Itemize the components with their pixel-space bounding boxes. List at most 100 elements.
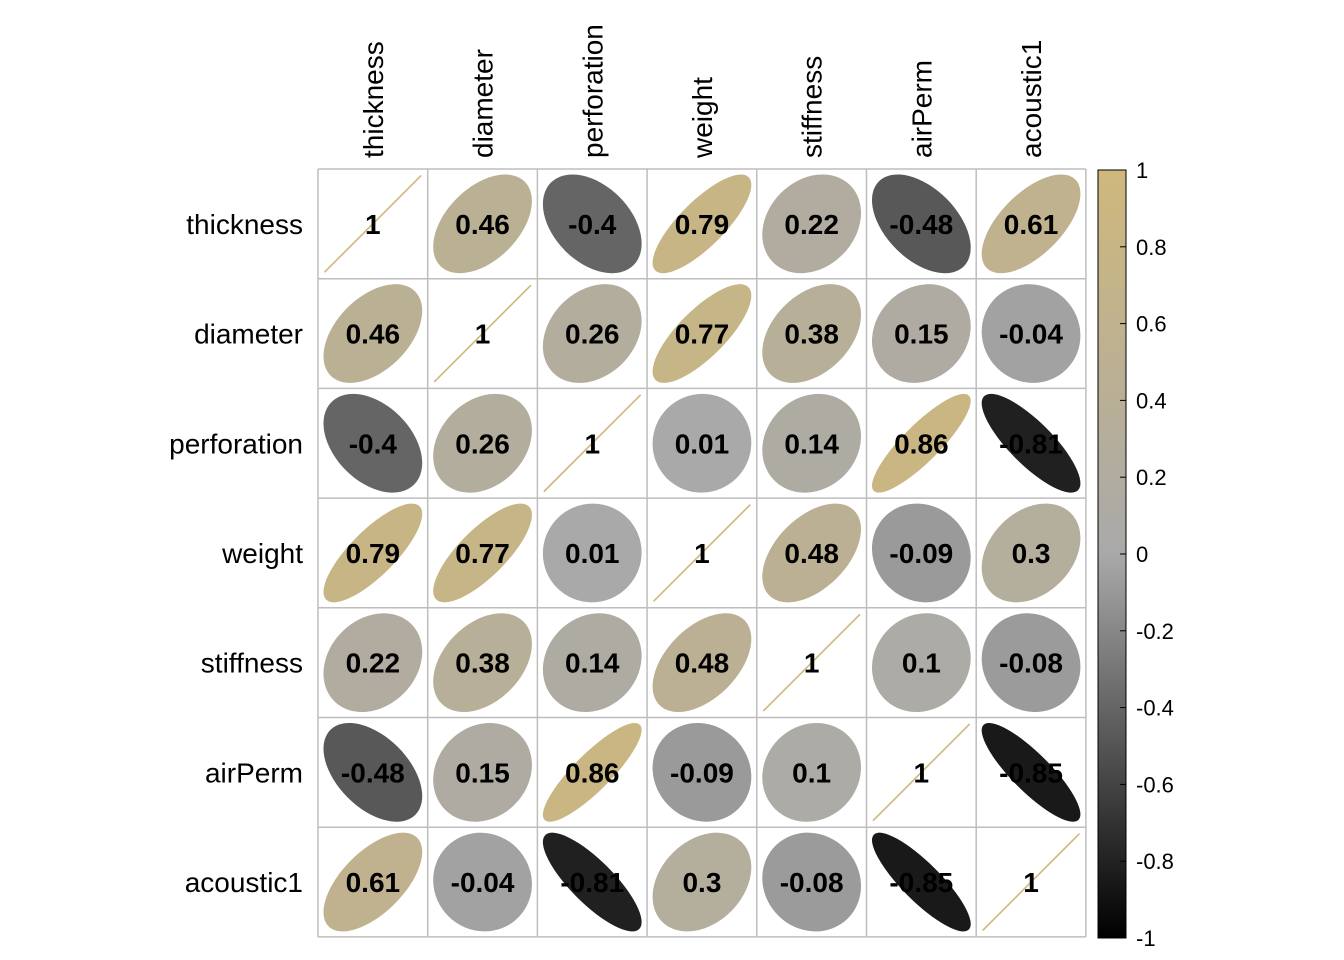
row-label-thickness: thickness (186, 209, 303, 240)
coef-label-0-0: 1 (365, 209, 381, 240)
cell-mark-0-0 (323, 174, 422, 273)
coef-label-3-6: 0.3 (1012, 538, 1051, 569)
cell-ellipse-2-5 (871, 393, 971, 493)
cell-ellipse-0-1 (433, 174, 532, 274)
cell-ellipse-4-2 (542, 613, 642, 713)
coef-label-6-3: 0.3 (682, 867, 721, 898)
coef-label-6-0: 0.61 (346, 867, 401, 898)
row-label-stiffness: stiffness (201, 648, 303, 679)
cell-ellipse-5-4 (762, 722, 862, 822)
coef-label-6-4: -0.08 (780, 867, 844, 898)
row-label-airPerm: airPerm (205, 757, 303, 788)
coef-label-3-0: 0.79 (346, 538, 401, 569)
cell-ellipse-0-6 (981, 174, 1081, 274)
cell-ellipse-2-3 (652, 393, 752, 493)
coef-label-0-2: -0.4 (568, 209, 617, 240)
coef-label-3-5: -0.09 (889, 538, 953, 569)
cell-mark-1-1 (433, 284, 532, 383)
coef-label-1-6: -0.04 (999, 319, 1063, 350)
cell-ellipse-6-3 (652, 832, 752, 932)
cell-ellipse-4-6 (981, 613, 1081, 713)
column-label-airPerm: airPerm (906, 60, 937, 158)
color-tick-label-0: 1 (1136, 158, 1148, 183)
color-tick-label-8: -0.6 (1136, 772, 1174, 797)
coef-label-5-3: -0.09 (670, 757, 734, 788)
cell-ellipse-5-3 (652, 722, 752, 822)
coef-label-3-4: 0.48 (784, 538, 839, 569)
coef-label-5-0: -0.48 (341, 757, 405, 788)
column-label-thickness: thickness (358, 41, 389, 158)
coef-label-4-3: 0.48 (675, 648, 730, 679)
coef-label-0-6: 0.61 (1004, 209, 1059, 240)
cell-ellipse-2-1 (433, 393, 532, 493)
coef-label-1-4: 0.38 (784, 319, 839, 350)
cell-ellipse-3-4 (762, 503, 862, 603)
column-label-perforation: perforation (577, 24, 608, 158)
coef-label-6-6: 1 (1023, 867, 1039, 898)
coef-label-5-5: 1 (914, 757, 930, 788)
coef-label-3-1: 0.77 (455, 538, 510, 569)
coef-label-1-3: 0.77 (675, 319, 730, 350)
coef-label-2-5: 0.86 (894, 428, 949, 459)
cell-ellipse-2-6 (981, 393, 1081, 493)
column-label-stiffness: stiffness (797, 56, 828, 158)
color-tick-label-7: -0.4 (1136, 696, 1174, 721)
cell-ellipse-5-0 (323, 722, 423, 822)
cell-ellipse-4-0 (323, 613, 423, 713)
cell-mark-4-4 (762, 613, 861, 712)
coef-label-5-4: 0.1 (792, 757, 831, 788)
coef-label-0-1: 0.46 (455, 209, 510, 240)
cell-ellipse-0-3 (652, 174, 752, 274)
color-tick-label-4: 0.2 (1136, 465, 1167, 490)
cell-ellipse-0-5 (871, 174, 971, 274)
column-labels: thickness diameter perforation weight stiffn… (358, 24, 1047, 159)
coef-label-1-2: 0.26 (565, 319, 620, 350)
coef-label-4-2: 0.14 (565, 648, 620, 679)
matrix-grid (317, 168, 1087, 938)
coef-label-2-3: 0.01 (675, 428, 730, 459)
cell-ellipse-3-2 (542, 503, 642, 603)
cell-ellipse-1-2 (542, 284, 642, 383)
coef-label-6-2: -0.81 (560, 867, 624, 898)
coef-label-3-3: 1 (694, 538, 710, 569)
coef-label-2-0: -0.4 (349, 428, 398, 459)
column-label-weight: weight (687, 77, 718, 159)
coef-label-4-6: -0.08 (999, 648, 1063, 679)
cell-ellipse-5-1 (433, 722, 532, 822)
coef-label-2-1: 0.26 (455, 428, 510, 459)
cell-ellipse-4-3 (652, 613, 752, 713)
row-label-perforation: perforation (169, 428, 303, 459)
cell-ellipse-3-6 (981, 503, 1081, 603)
cell-ellipse-3-0 (323, 503, 423, 603)
coef-label-1-0: 0.46 (346, 319, 401, 350)
cell-ellipse-1-4 (762, 284, 862, 383)
cell-mark-3-3 (653, 504, 751, 602)
cell-ellipse-2-0 (323, 393, 423, 493)
cell-ellipse-0-2 (542, 174, 642, 274)
cell-ellipse-1-3 (652, 284, 752, 383)
cell-ellipse-2-4 (762, 393, 862, 493)
coef-label-4-1: 0.38 (455, 648, 510, 679)
row-label-diameter: diameter (194, 319, 303, 350)
cell-ellipse-6-2 (542, 832, 642, 932)
coef-label-4-5: 0.1 (902, 648, 941, 679)
cell-ellipse-1-6 (981, 284, 1081, 383)
cell-ellipse-6-0 (323, 832, 423, 932)
matrix-cells: 1 0.46 -0.4 0.79 0.22 -0.48 0.61 0.46 1 0.26 0.77 0… (323, 174, 1081, 932)
row-label-weight: weight (221, 538, 303, 569)
color-tick-label-9: -0.8 (1136, 849, 1174, 874)
color-tick-label-5: 0 (1136, 542, 1148, 567)
cell-ellipse-0-4 (762, 174, 862, 274)
cell-ellipse-5-6 (981, 722, 1081, 822)
color-legend: 1 0.8 0.6 0.4 0.2 0 -0.2 -0.4 -0.6 -0.8 -1 (1097, 158, 1174, 951)
coef-label-2-2: 1 (584, 428, 600, 459)
coef-label-0-3: 0.79 (675, 209, 730, 240)
coef-label-0-5: -0.48 (889, 209, 953, 240)
cell-ellipse-5-2 (542, 722, 642, 822)
cell-mark-5-5 (872, 723, 971, 822)
coef-label-5-2: 0.86 (565, 757, 620, 788)
cell-mark-2-2 (543, 394, 642, 493)
cell-ellipse-4-1 (433, 613, 532, 713)
coef-label-1-1: 1 (475, 319, 491, 350)
